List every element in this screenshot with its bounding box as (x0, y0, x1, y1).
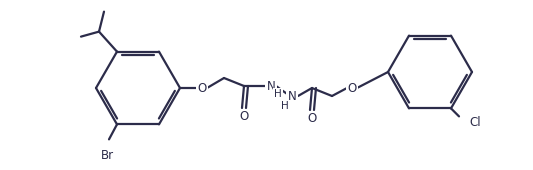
Text: O: O (197, 81, 207, 95)
Text: N: N (288, 89, 296, 103)
Text: O: O (308, 113, 317, 125)
Text: O: O (239, 110, 248, 123)
Text: N: N (266, 80, 276, 92)
Text: Cl: Cl (469, 116, 481, 129)
Text: H: H (281, 101, 289, 111)
Text: H: H (274, 89, 282, 99)
Text: Br: Br (100, 149, 114, 162)
Text: O: O (348, 81, 357, 95)
